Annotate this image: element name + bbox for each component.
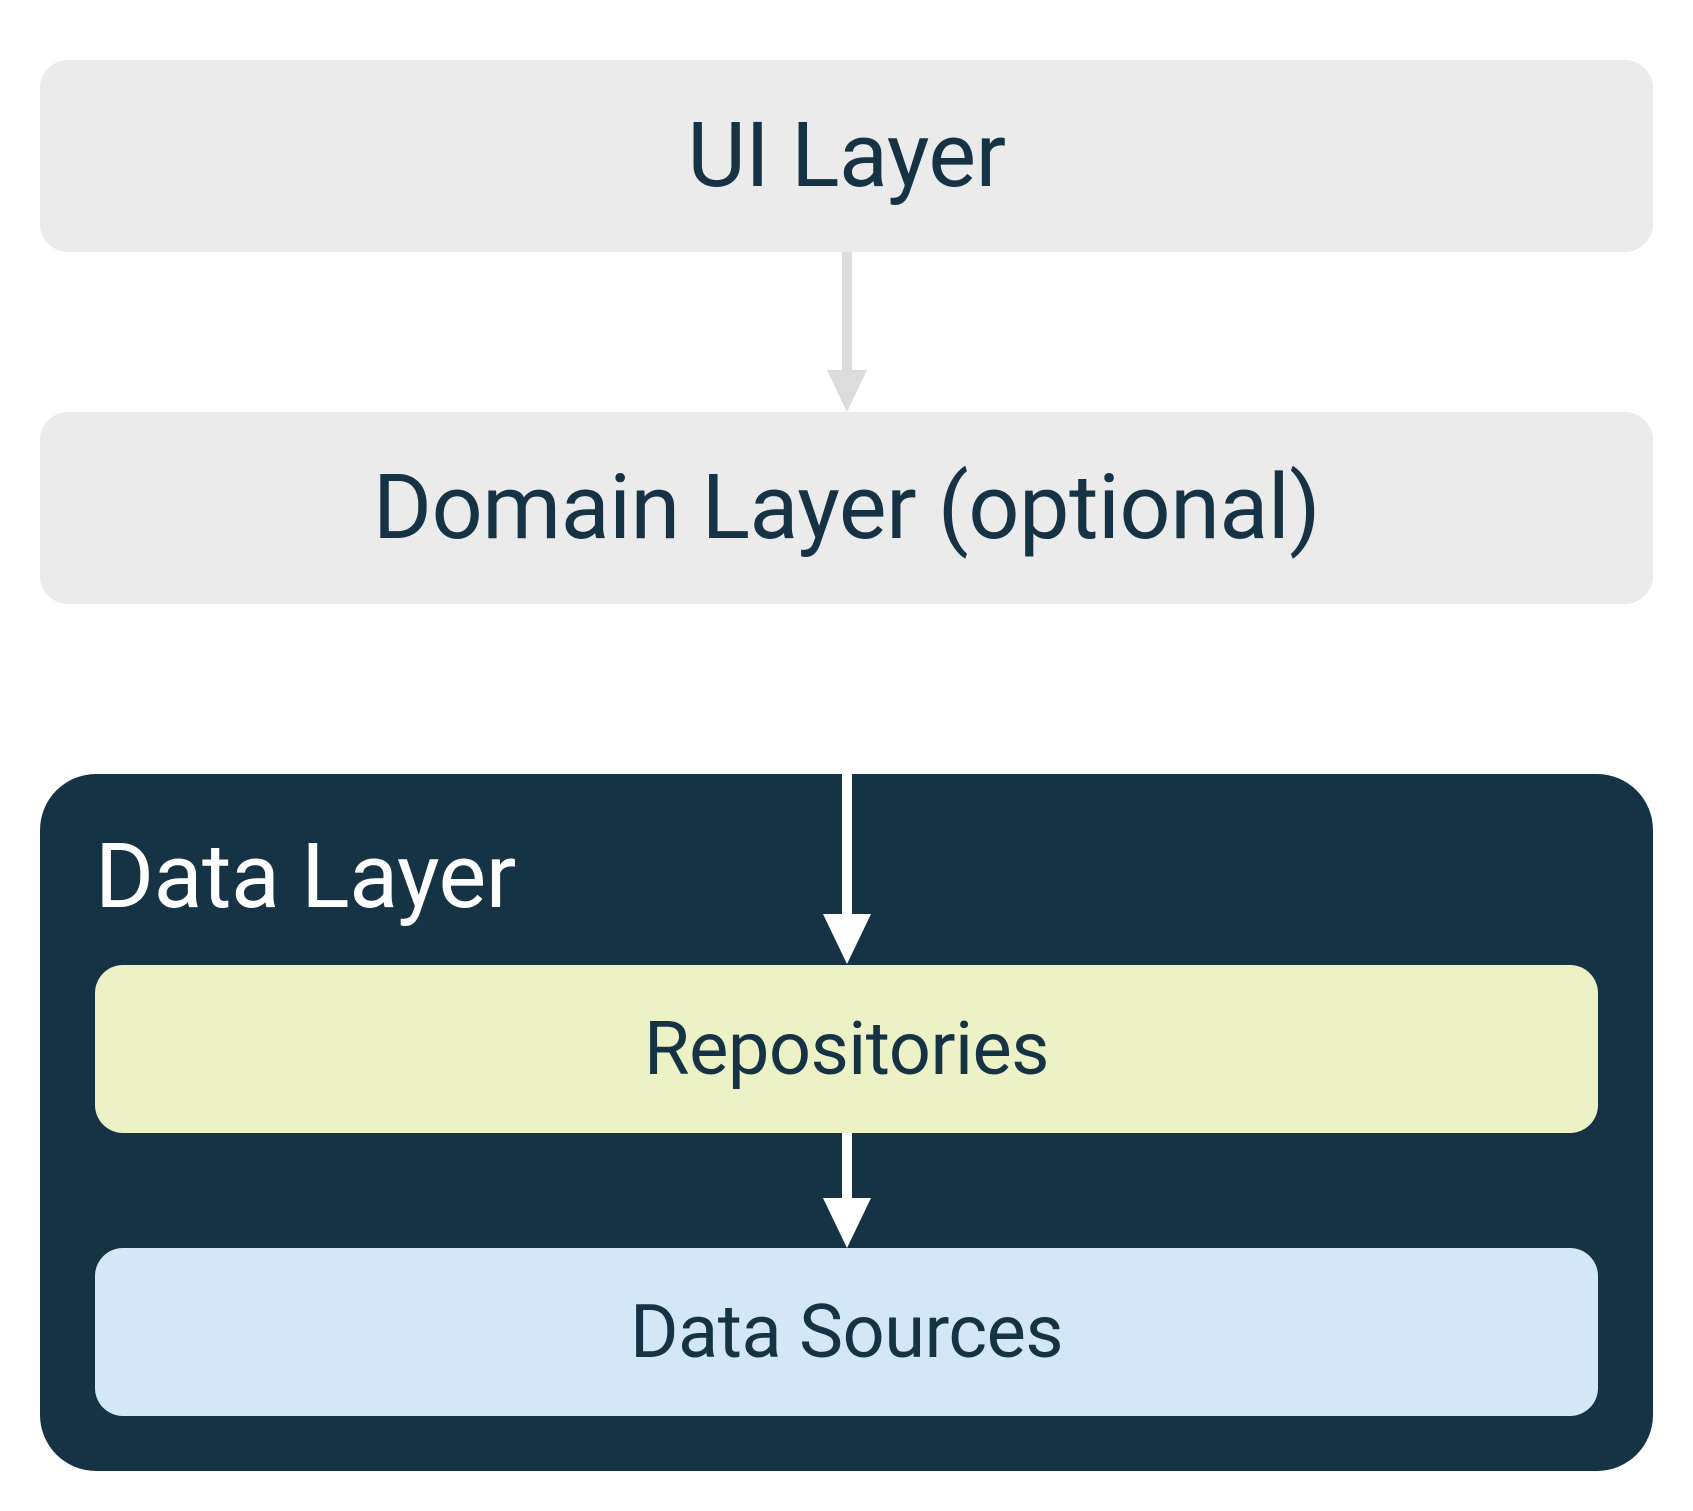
arrow-domain-to-repositories: [821, 604, 873, 968]
ui-layer-box: UI Layer: [40, 60, 1653, 252]
arrow-down-icon: [821, 1133, 873, 1248]
domain-layer-box: Domain Layer (optional): [40, 412, 1653, 604]
domain-layer-label: Domain Layer (optional): [373, 455, 1320, 560]
domain-to-data-wrap: Data Layer Repositories Data Sources: [40, 604, 1653, 1472]
ui-layer-label: UI Layer: [687, 103, 1005, 208]
arrow-down-icon: [825, 252, 869, 412]
arrow-down-icon: [821, 604, 873, 964]
arrow-ui-to-domain: [825, 252, 869, 412]
data-layer-title: Data Layer: [95, 824, 516, 929]
data-sources-label: Data Sources: [630, 1289, 1063, 1376]
arrow-repositories-to-data-sources: [95, 1133, 1598, 1248]
repositories-box: Repositories: [95, 965, 1598, 1133]
repositories-label: Repositories: [644, 1006, 1049, 1093]
data-sources-box: Data Sources: [95, 1248, 1598, 1416]
